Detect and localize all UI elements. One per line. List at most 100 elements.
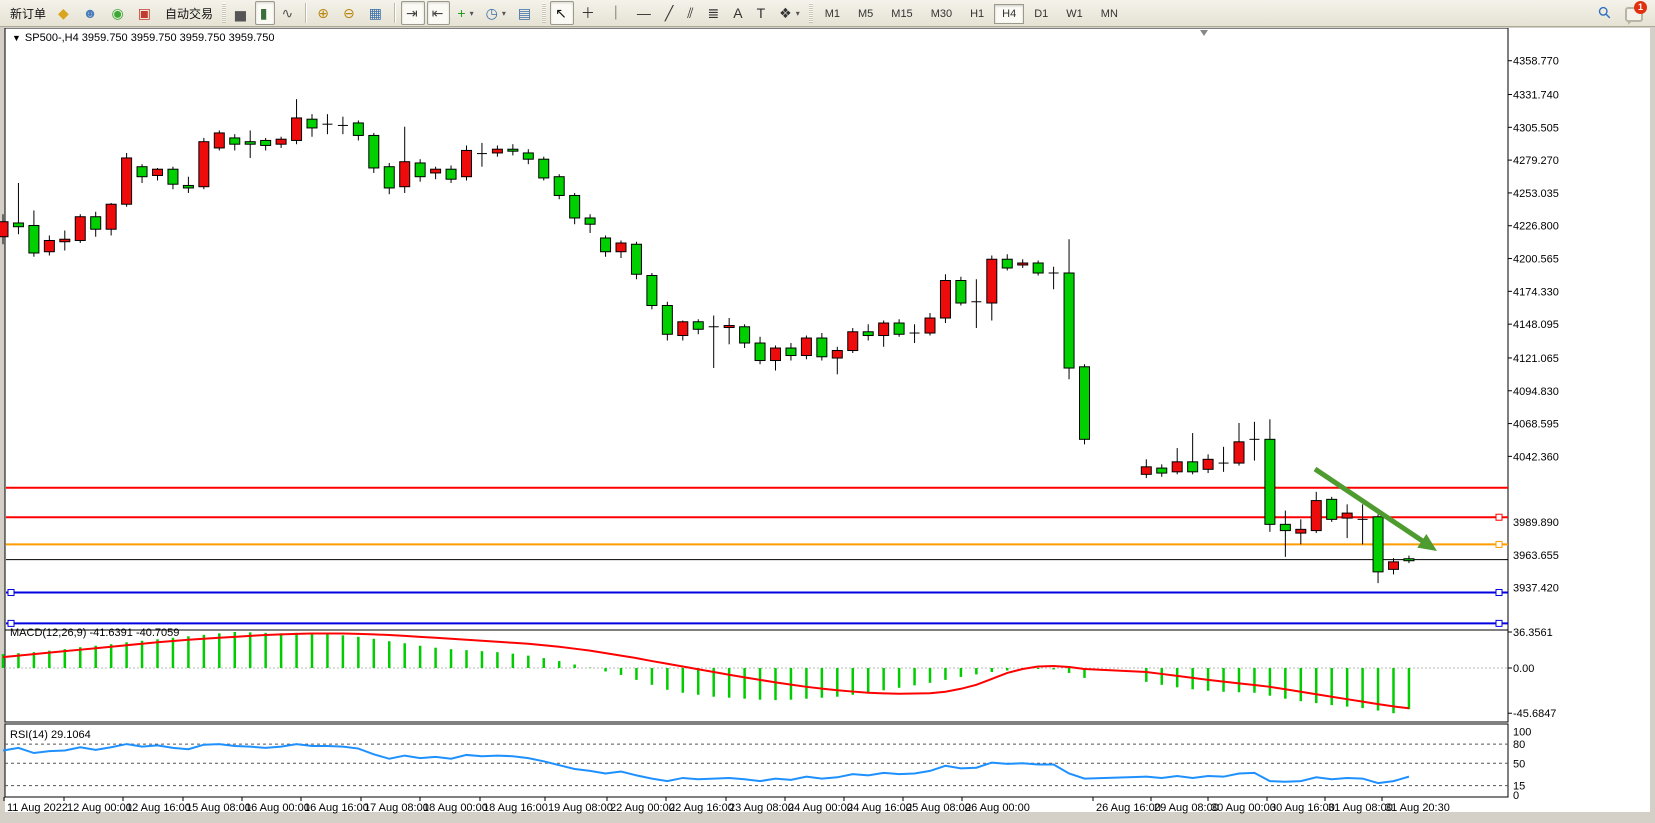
candle-body	[1017, 262, 1029, 266]
candle-body	[939, 280, 951, 319]
resistance-line-2-handle[interactable]	[1495, 513, 1503, 521]
price-tick-label: 4068.595	[1513, 419, 1559, 431]
text-icon: A	[733, 5, 743, 21]
chart-canvas[interactable]: 4358.770 4331.740 4305.505 4279.270 4253.035…	[0, 28, 1655, 823]
candle-body	[661, 305, 673, 335]
vertical-line-button[interactable]: ｜	[604, 1, 630, 25]
search-icon[interactable]: ⚲	[1595, 3, 1616, 24]
toolbar-grip[interactable]	[222, 3, 226, 23]
date-tick-label: 22 Aug 16:00	[669, 802, 734, 814]
autotrade-icon: ▣	[137, 5, 151, 21]
candle-body	[847, 331, 859, 352]
template-button[interactable]: ▤	[513, 1, 538, 25]
candle-body	[692, 321, 704, 330]
notifications-icon[interactable]: 1	[1625, 1, 1647, 25]
support-line-2-handle[interactable]	[1495, 619, 1503, 627]
timeframe-button-m1[interactable]: M1	[824, 8, 840, 20]
fibonacci-button[interactable]: ≣	[703, 1, 727, 25]
auto-scroll-button[interactable]: ⇥	[400, 1, 425, 25]
signal-button[interactable]: ◉	[107, 1, 131, 25]
timeframe-button-m30[interactable]: M30	[930, 8, 953, 20]
candle-body	[754, 342, 766, 362]
candle-body	[275, 138, 287, 145]
zoom-out-icon: ⊖	[342, 5, 355, 21]
price-tick-label: 3963.655	[1513, 550, 1559, 562]
timeframe-button-h1[interactable]: H1	[970, 8, 985, 20]
new-order-button[interactable]: 新订单	[10, 6, 47, 21]
horizontal-line-button[interactable]: —	[632, 1, 658, 25]
drawing-tools-group: ↖ ＋ ｜ — ╱ ⫽ ≣ A T ❖ ▾	[549, 1, 806, 25]
trendline-button[interactable]: ╱	[660, 1, 680, 25]
candle-body	[615, 242, 627, 253]
timeframe-button-d1[interactable]: D1	[1034, 8, 1049, 20]
chart-shift-button[interactable]: ⇤	[426, 1, 451, 25]
crosshair-button[interactable]: ＋	[576, 1, 602, 25]
vertical-line-icon: ｜	[608, 5, 623, 21]
channel-icon: ⫽	[687, 5, 694, 21]
support-line-2-handle[interactable]	[7, 619, 15, 627]
candle-body	[893, 322, 905, 335]
new-order-button[interactable]: ◆	[53, 1, 76, 25]
terminal-user-button[interactable]: ☻	[78, 1, 105, 25]
price-tick-label: 3937.420	[1513, 583, 1559, 595]
terminal-icon-group: ◆ ☻ ◉ ▣	[52, 1, 159, 25]
date-tick-label: 16 Aug 00:00	[245, 802, 310, 814]
collapse-triangle-icon[interactable]: ▼	[12, 33, 21, 43]
timeframe-button-mn[interactable]: MN	[1100, 8, 1118, 20]
line-chart-button[interactable]: ∿	[277, 1, 301, 25]
period-clock-icon: ◷	[485, 5, 498, 21]
support-line-1-handle[interactable]	[7, 589, 15, 597]
toolbar-separator	[305, 3, 308, 23]
zoom-in-button[interactable]: ⊕	[312, 1, 336, 25]
candle-body	[677, 321, 689, 337]
price-tick-label: 4042.360	[1513, 451, 1559, 463]
arrows-button[interactable]: ❖ ▾	[774, 1, 805, 25]
dropdown-arrow-icon[interactable]: ▾	[501, 8, 506, 18]
autotrade-button[interactable]: 自动交易	[164, 6, 213, 21]
dropdown-arrow-icon[interactable]: ▾	[469, 8, 474, 18]
candle-body	[507, 148, 519, 152]
candle-body	[229, 137, 241, 145]
trendline-icon: ╱	[664, 5, 674, 21]
scroll-group: ⇥ ⇤	[400, 1, 451, 25]
toolbar-grip[interactable]	[808, 3, 813, 23]
candle-body	[121, 157, 133, 205]
date-tick-label: 15 Aug 08:00	[186, 802, 251, 814]
dropdown-arrow-icon[interactable]: ▾	[795, 8, 800, 18]
rsi-panel-border	[4, 723, 1509, 798]
timeframe-button-m15[interactable]: M15	[891, 8, 913, 20]
pivot-line-handle[interactable]	[1495, 540, 1503, 548]
chart-shift-icon: ⇤	[431, 5, 444, 21]
candle-body	[1388, 561, 1399, 570]
add-indicator-button[interactable]: + ▾	[452, 1, 478, 25]
timeframe-button-w1[interactable]: W1	[1066, 8, 1083, 20]
main-panel-border	[4, 28, 1509, 631]
timeframe-button-m5[interactable]: M5	[858, 8, 874, 20]
date-tick-label: 29 Aug 08:00	[1154, 802, 1219, 814]
zoom-out-button[interactable]: ⊖	[338, 1, 362, 25]
bar-chart-button[interactable]: ▅	[230, 1, 253, 25]
period-clock-button[interactable]: ◷ ▾	[481, 1, 511, 25]
candle-body	[1279, 523, 1291, 532]
price-tick-label: 4226.800	[1513, 221, 1559, 233]
candlestick-chart-button[interactable]: ▮	[254, 1, 275, 25]
date-tick-label: 31 Aug 20:30	[1385, 802, 1450, 814]
candle-body	[1403, 558, 1415, 562]
support-line-1-handle[interactable]	[1495, 589, 1503, 597]
channel-button[interactable]: ⫽	[682, 1, 700, 25]
candle-body	[136, 166, 148, 178]
date-tick-label: 31 Aug 08:00	[1328, 802, 1393, 814]
toolbar-grip[interactable]	[542, 3, 547, 23]
label-button[interactable]: T	[752, 1, 773, 25]
price-tick-label: 4174.330	[1513, 286, 1559, 298]
timeframe-group: M1 M5 M15 M30 H1 H4 D1 W1 MN	[816, 4, 1127, 24]
chart-background	[5, 28, 1650, 812]
candle-body	[553, 176, 565, 196]
text-button[interactable]: A	[728, 1, 749, 25]
trend-arrow-head[interactable]	[1417, 534, 1437, 551]
timeframe-button-h4[interactable]: H4	[994, 4, 1025, 24]
trend-arrow-line[interactable]	[1313, 466, 1429, 547]
autotrade-button[interactable]: ▣	[133, 1, 158, 25]
tile-windows-button[interactable]: ▦	[364, 1, 389, 25]
cursor-button[interactable]: ↖	[550, 1, 574, 25]
